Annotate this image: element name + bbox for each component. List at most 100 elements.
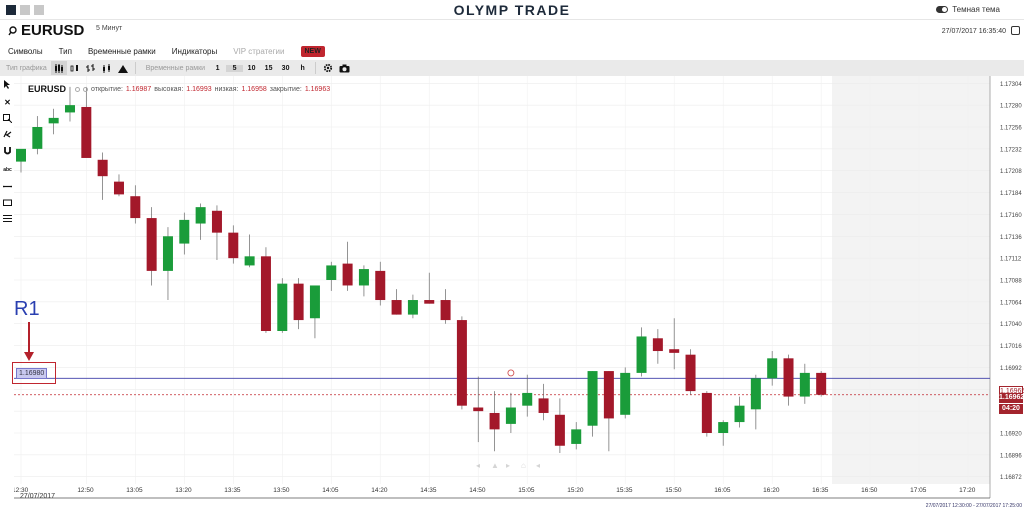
search-icon[interactable] (8, 25, 17, 36)
grid-layout-icon[interactable] (34, 5, 44, 15)
server-datetime: 27/07/2017 16:35:40 (941, 28, 1006, 35)
heikin-ashi-icon[interactable] (99, 61, 115, 75)
dark-theme-toggle[interactable]: Темная тема (936, 5, 1000, 14)
candlestick-chart[interactable]: 1.17304 1.17280 1.17256 1.17232 1.17208 1.171… (12, 76, 1024, 506)
menu-type[interactable]: Тип (58, 46, 72, 56)
y-tick-label: 1.17208 (1000, 169, 1022, 175)
bearish-candle (603, 371, 614, 452)
single-layout-icon[interactable] (6, 5, 16, 15)
magnet-icon[interactable] (3, 146, 12, 155)
bearish-candle (342, 241, 353, 291)
bars-icon[interactable] (83, 61, 99, 75)
candles-icon[interactable] (50, 61, 67, 75)
candle-body (113, 181, 124, 195)
bullish-candle (799, 363, 810, 404)
candle-body (571, 429, 582, 444)
interval-10[interactable]: 10 (247, 64, 256, 72)
horizontal-line-icon[interactable] (3, 182, 12, 191)
symbol-selector[interactable]: EURUSD (8, 22, 84, 39)
clock-icon[interactable] (1011, 26, 1020, 35)
settings-dot-icon[interactable] (83, 86, 89, 92)
high-label: высокая: (154, 85, 184, 93)
camera-icon[interactable] (336, 61, 352, 75)
candle-body (734, 405, 745, 423)
y-tick-label: 1.17112 (1000, 257, 1022, 263)
x-tick-label: 17:05 (910, 487, 927, 494)
candle-body (538, 398, 549, 413)
y-tick-label: 1.17064 (1000, 300, 1022, 306)
menu-icon[interactable] (3, 214, 12, 223)
menu-timeframes[interactable]: Временные рамки (87, 46, 156, 56)
x-tick-label: 14:05 (322, 487, 339, 494)
toggle-icon[interactable] (936, 6, 949, 13)
x-tick-label: 13:35 (224, 487, 241, 494)
x-tick-label: 14:35 (420, 487, 437, 494)
abc-text-icon[interactable]: abc (3, 167, 12, 173)
hollow-candles-icon[interactable] (67, 61, 83, 75)
bearish-candle (375, 261, 386, 306)
candle-body (767, 358, 778, 379)
candle-body (783, 358, 794, 397)
gear-icon[interactable] (320, 61, 336, 75)
bullish-candle (162, 227, 173, 301)
bearish-candle (130, 185, 141, 224)
bullish-candle (718, 420, 729, 446)
bearish-candle (554, 398, 565, 454)
x-tick-label: 12:50 (77, 487, 94, 494)
y-tick-label: 1.17040 (1000, 322, 1022, 328)
x-tick-label: 13:05 (126, 487, 143, 494)
hand-icon[interactable] (3, 130, 12, 139)
candle-body (636, 336, 647, 373)
candle-body (64, 105, 75, 113)
x-tick-label: 12:30 (14, 487, 29, 494)
close-value: 1.16963 (304, 85, 331, 93)
bullish-candle (734, 396, 745, 428)
symbol-name: EURUSD (21, 22, 85, 39)
cursor-icon[interactable] (3, 80, 12, 89)
bullish-candle (179, 212, 190, 255)
visibility-icon[interactable] (75, 86, 81, 92)
low-label: низкая: (214, 85, 239, 93)
bearish-candle (440, 289, 451, 324)
area-chart-icon[interactable] (115, 61, 131, 75)
r1-price-tag[interactable]: 1.16980 (16, 368, 48, 379)
candle-body (652, 338, 663, 352)
candle-body (587, 371, 598, 426)
split-layout-icon[interactable] (20, 5, 30, 15)
interval-hour[interactable]: h (300, 64, 305, 72)
interval-1[interactable]: 1 (215, 64, 220, 72)
candle-body (326, 265, 337, 280)
candle-body (473, 407, 484, 412)
candle-body (669, 349, 680, 353)
x-tick-label: 16:05 (714, 487, 731, 494)
ohlc-info: EURUSD открытие: 1.16987 высокая: 1.1699… (28, 84, 330, 94)
price-chart[interactable]: 1.17304 1.17280 1.17256 1.17232 1.17208 1.171… (12, 76, 1024, 506)
interval-15[interactable]: 15 (264, 64, 273, 72)
candle-body (701, 392, 712, 433)
candle-body (407, 300, 418, 315)
candle-body (603, 371, 614, 419)
interval-5[interactable]: 5 (226, 64, 244, 72)
interval-30[interactable]: 30 (281, 64, 290, 72)
bearish-candle (293, 278, 304, 330)
countdown-badge: 04:20 (999, 404, 1023, 414)
start-date-label: 27/07/2017 (20, 493, 56, 500)
r1-touch-marker (507, 369, 515, 377)
toolbar-divider (315, 62, 317, 74)
crosshair-icon[interactable] (3, 114, 13, 124)
x-tick-label: 15:50 (665, 487, 682, 494)
menu-indicators[interactable]: Индикаторы (171, 46, 218, 56)
x-tick-label: 16:50 (861, 487, 878, 494)
candle-body (260, 256, 271, 331)
y-tick-label: 1.16992 (1000, 366, 1022, 372)
cross-icon[interactable]: ✕ (4, 98, 11, 107)
menu-vip-strategies[interactable]: VIP стратегии (233, 46, 285, 56)
info-pair: EURUSD (28, 84, 67, 94)
rectangle-icon[interactable] (3, 198, 12, 207)
y-tick-label: 1.17232 (1000, 147, 1022, 153)
r1-label: R1 (14, 298, 40, 320)
candle-body (162, 236, 173, 271)
bullish-candle (326, 261, 337, 291)
menu-symbols[interactable]: Символы (8, 46, 43, 56)
low-value: 1.16958 (241, 85, 267, 93)
